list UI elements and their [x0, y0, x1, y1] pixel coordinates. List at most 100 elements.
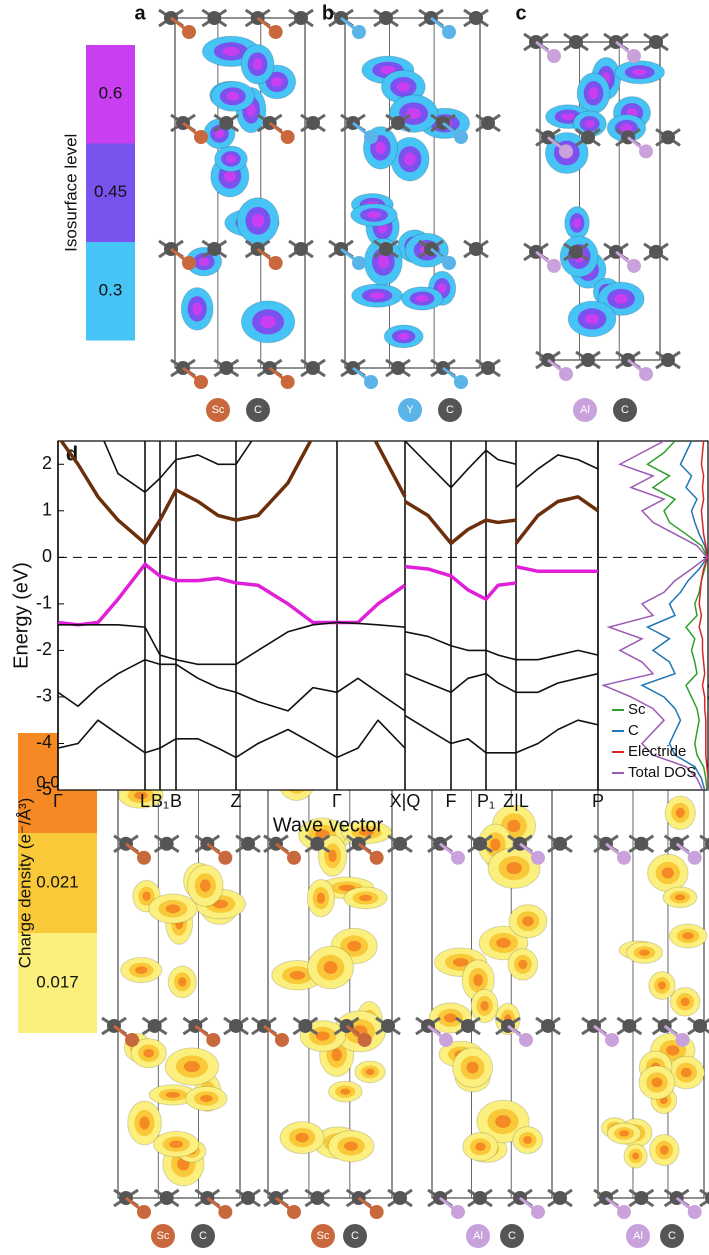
x-tick-label: P	[592, 791, 604, 811]
element-label: C	[351, 1230, 359, 1242]
metal-atom	[519, 1033, 533, 1047]
carbon-atom	[229, 1019, 243, 1033]
isosurface-core	[367, 212, 381, 219]
metal-atom	[617, 1205, 631, 1219]
isosurface-core	[135, 966, 147, 974]
element-label: C	[508, 1230, 516, 1242]
carbon-atom	[693, 1019, 707, 1033]
crystal-structure	[524, 34, 680, 381]
element-label: Al	[633, 1230, 643, 1242]
metal-atom	[206, 1033, 220, 1047]
carbon-atom	[207, 242, 221, 256]
isosurface-core	[324, 961, 338, 974]
isosurface-core	[184, 1061, 200, 1072]
metal-atom	[531, 1205, 545, 1219]
colorbar-title: Charge density (e⁻/Å³)	[15, 798, 34, 969]
carbon-atom	[661, 353, 675, 367]
isosurface-core	[632, 1152, 639, 1159]
isosurface-core	[475, 1143, 486, 1152]
carbon-atom	[391, 361, 405, 375]
metal-atom	[364, 130, 378, 144]
isosurface-core	[639, 949, 650, 955]
isosurface-core	[585, 314, 599, 325]
carbon-atom	[473, 1191, 487, 1205]
metal-atom	[194, 130, 208, 144]
metal-atom	[269, 25, 283, 39]
isosurface-core	[369, 292, 384, 299]
isosurface-core	[143, 1049, 154, 1058]
element-label: Sc	[157, 1230, 170, 1242]
carbon-atom	[649, 245, 663, 259]
metal-atom	[454, 375, 468, 389]
carbon-atom	[310, 1191, 324, 1205]
isosurface-core	[495, 1115, 511, 1128]
x-tick-label: B	[170, 791, 182, 811]
metal-atom	[451, 851, 465, 865]
y-tick-label: -1	[36, 593, 52, 613]
colorbar-label: 0.017	[36, 972, 79, 991]
isosurface-core	[496, 938, 511, 948]
element-label: C	[254, 404, 262, 416]
metal-atom	[137, 851, 151, 865]
element-label: C	[199, 1230, 207, 1242]
metal-atom	[688, 851, 702, 865]
metal-atom	[281, 130, 295, 144]
metal-atom	[287, 1205, 301, 1219]
metal-atom	[559, 367, 573, 381]
carbon-atom	[634, 1191, 648, 1205]
isosurface-core	[473, 974, 483, 986]
colorbar-label: 0.45	[94, 182, 127, 201]
isosurface-core	[490, 838, 500, 850]
x-tick-label: Γ	[53, 791, 63, 811]
metal-atom	[559, 144, 573, 158]
isosurface-core	[178, 977, 186, 986]
isosurface-core	[681, 1068, 692, 1078]
carbon-atom	[391, 116, 405, 130]
metal-atom	[442, 25, 456, 39]
panel-label: b	[322, 2, 334, 24]
isosurface-core	[585, 120, 595, 128]
isosurface-core	[340, 1088, 350, 1094]
isosurface-core	[632, 69, 647, 76]
metal-atom	[275, 1033, 289, 1047]
y-tick-label: 0	[42, 546, 52, 566]
metal-atom	[439, 1033, 453, 1047]
isosurface-core	[675, 894, 685, 900]
isosurface-core	[453, 958, 469, 967]
isosurface-core	[222, 47, 239, 56]
carbon-atom	[148, 1019, 162, 1033]
carbon-atom	[461, 1019, 475, 1033]
isosurface-core	[658, 981, 666, 989]
y-tick-label: 2	[42, 453, 52, 473]
y-axis-title: Energy (eV)	[10, 562, 32, 669]
isosurface-core	[614, 294, 628, 304]
carbon-atom	[541, 1019, 555, 1033]
x-axis-title: Wave vector	[273, 814, 384, 836]
isosurface-core	[271, 77, 282, 87]
carbon-atom	[661, 130, 675, 144]
isosurface-core	[192, 303, 202, 316]
metal-atom	[281, 375, 295, 389]
y-tick-label: -2	[36, 639, 52, 659]
isosurface-core	[397, 82, 410, 92]
isosurface-core	[507, 820, 520, 833]
isosurface-core	[676, 808, 685, 818]
element-label: Al	[473, 1230, 483, 1242]
metal-atom	[218, 851, 232, 865]
panel-label: a	[134, 2, 146, 24]
isosurface-core	[166, 904, 180, 913]
isosurface-core	[328, 850, 337, 862]
metal-atom	[451, 1205, 465, 1219]
isosurface-core	[523, 1136, 532, 1144]
metal-atom	[182, 256, 196, 270]
isosurface-core	[169, 1140, 183, 1148]
isosurface-core	[480, 1001, 488, 1011]
carbon-atom	[306, 116, 320, 130]
element-label: C	[621, 404, 629, 416]
carbon-atom	[219, 361, 233, 375]
carbon-atom	[379, 242, 393, 256]
carbon-atom	[393, 837, 407, 851]
colorbar-label: 0.021	[36, 872, 79, 891]
metal-atom	[194, 375, 208, 389]
element-label: Sc	[212, 404, 225, 416]
